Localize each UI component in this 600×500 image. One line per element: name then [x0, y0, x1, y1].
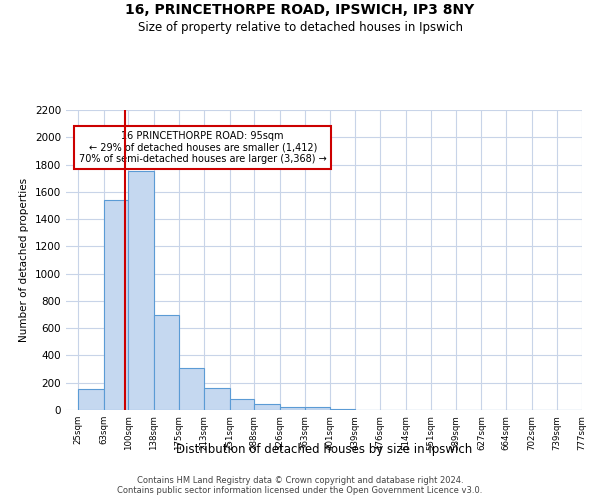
- Text: Contains HM Land Registry data © Crown copyright and database right 2024.
Contai: Contains HM Land Registry data © Crown c…: [118, 476, 482, 495]
- Bar: [230, 399, 254, 410]
- Bar: [179, 368, 204, 410]
- Bar: [330, 409, 355, 410]
- Bar: [78, 389, 104, 410]
- Bar: [204, 388, 230, 410]
- Text: 16, PRINCETHORPE ROAD, IPSWICH, IP3 8NY: 16, PRINCETHORPE ROAD, IPSWICH, IP3 8NY: [125, 2, 475, 16]
- Text: Size of property relative to detached houses in Ipswich: Size of property relative to detached ho…: [137, 21, 463, 34]
- Bar: [280, 406, 305, 410]
- Y-axis label: Number of detached properties: Number of detached properties: [19, 178, 29, 342]
- Text: 16 PRINCETHORPE ROAD: 95sqm
← 29% of detached houses are smaller (1,412)
70% of : 16 PRINCETHORPE ROAD: 95sqm ← 29% of det…: [79, 131, 326, 164]
- Bar: [154, 314, 179, 410]
- Bar: [305, 408, 330, 410]
- Bar: [128, 172, 154, 410]
- Text: Distribution of detached houses by size in Ipswich: Distribution of detached houses by size …: [176, 442, 472, 456]
- Bar: [254, 404, 280, 410]
- Bar: [104, 200, 128, 410]
